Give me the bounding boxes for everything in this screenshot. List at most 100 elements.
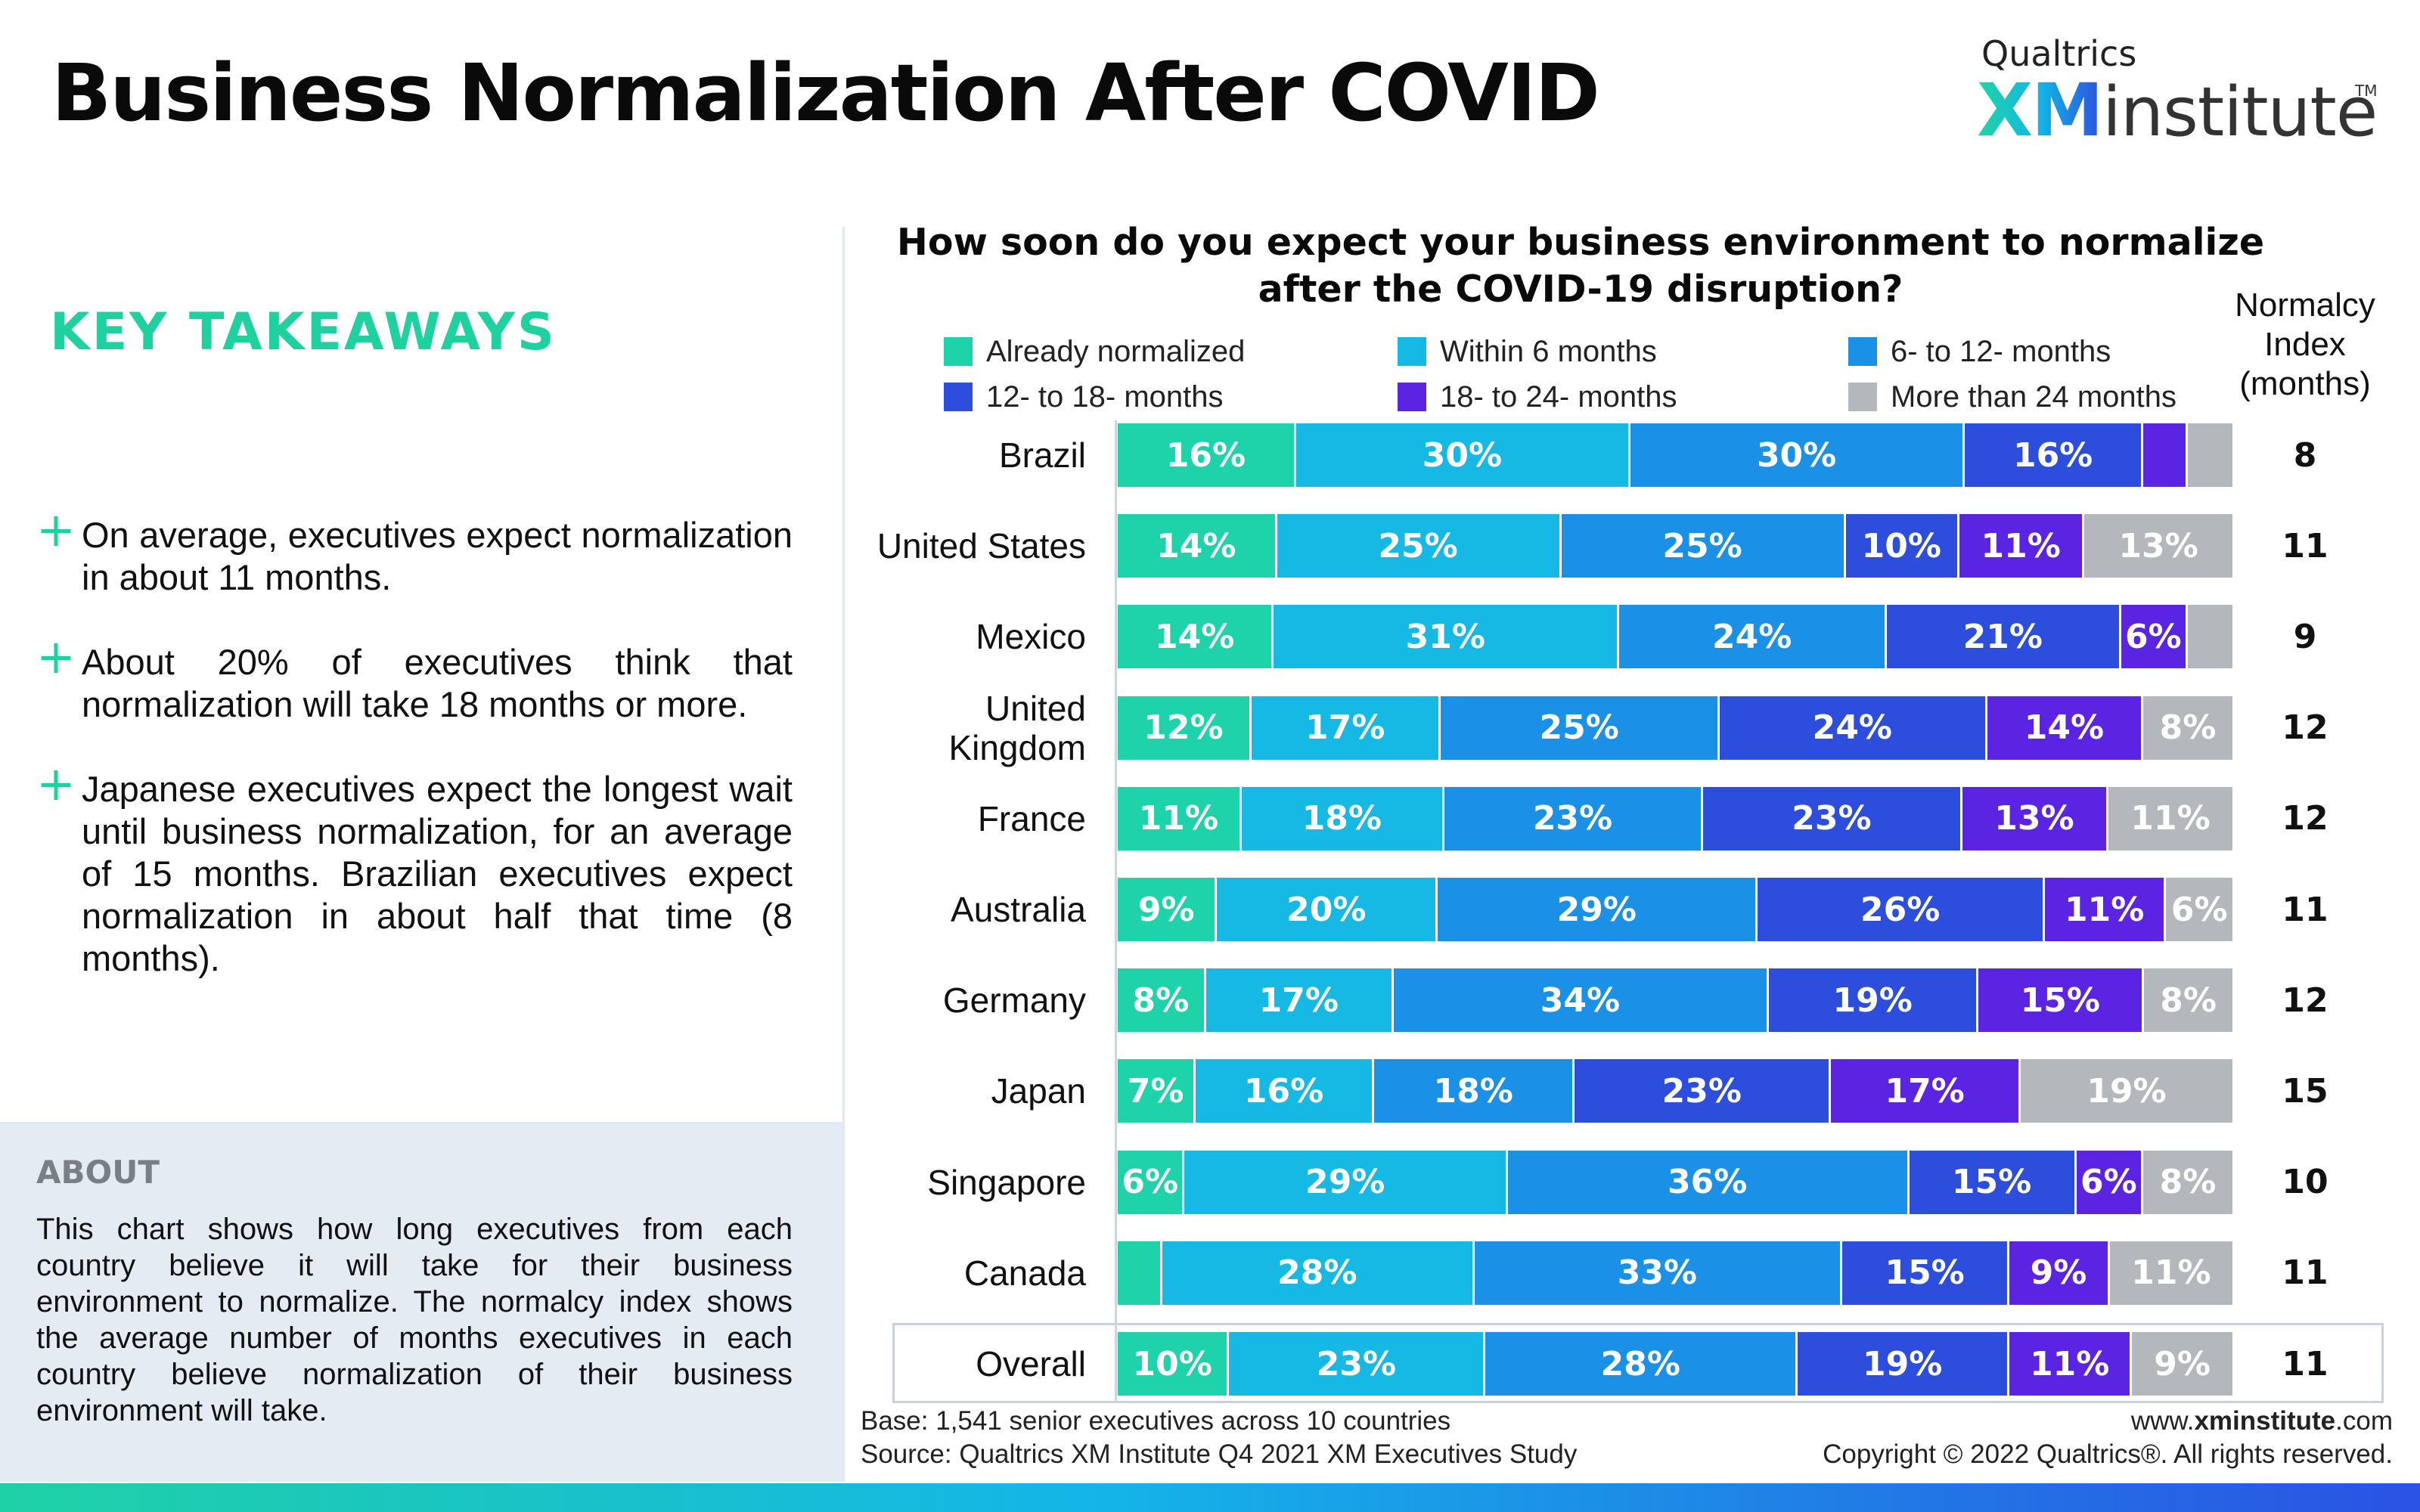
bar-segment-already-normalized: 8% — [1118, 968, 1206, 1033]
stacked-bar: 9% 20% 29% 26% 11% 6% — [1118, 878, 2232, 941]
category-label-line: Overall — [976, 1344, 1086, 1383]
bar-segment-already-normalized — [1118, 1241, 1162, 1305]
data-label: 25% — [1662, 526, 1742, 565]
bar-segment-6-to-12-months: 23% — [1444, 786, 1704, 850]
bar-segment-more-than-24-months: 11% — [2108, 786, 2232, 850]
bar-segment-already-normalized: 9% — [1118, 878, 1218, 941]
data-label: 6% — [2080, 1163, 2137, 1202]
data-label: 8% — [2159, 1163, 2217, 1202]
data-label: 23% — [1661, 1071, 1742, 1111]
normalcy-index-value: 11 — [2282, 526, 2328, 565]
data-label: 21% — [1962, 617, 2043, 656]
data-label: 28% — [1600, 1344, 1680, 1383]
bar-segment-more-than-24-months: 8% — [2144, 968, 2232, 1033]
data-label: 6% — [2124, 617, 2182, 656]
legend-item-18-to-24-months: 18- to 24- months — [1398, 378, 1677, 416]
data-label: 17% — [1885, 1071, 1965, 1111]
data-label: 18% — [1302, 799, 1382, 838]
bar-row-france: France 11% 18% 23% 23% 13% 11% 12 — [0, 773, 2420, 864]
overall-row-box — [892, 1323, 2384, 1403]
bar-segment-12-to-18-months: 23% — [1703, 786, 1962, 850]
takeaway-item: + About 20% of executives think that nor… — [36, 634, 793, 726]
bar-segment-within-6-months: 31% — [1274, 605, 1620, 669]
legend-swatch — [944, 383, 973, 411]
category-label-text: Mexico — [976, 617, 1086, 656]
stacked-bar: 11% 18% 23% 23% 13% 11% — [1118, 786, 2232, 850]
data-label: 7% — [1127, 1071, 1184, 1111]
legend-label: More than 24 months — [1891, 380, 2176, 414]
website-link[interactable]: www.xminstitute.com — [1823, 1405, 2393, 1438]
category-label-line: Canada — [963, 1253, 1086, 1293]
logo-xm-text: XM — [1977, 68, 2104, 153]
stacked-bar: 12% 17% 25% 24% 14% 8% — [1118, 696, 2232, 760]
bottom-gradient-band — [0, 1483, 2420, 1512]
page-title: Business Normalization After COVID — [51, 47, 1600, 139]
legend-label: 12- to 18- months — [986, 380, 1224, 414]
logo-trademark: TM — [2355, 82, 2378, 100]
normalcy-index-value: 11 — [2282, 1253, 2328, 1293]
normalcy-index-header: Normalcy Index (months) — [2235, 287, 2375, 402]
bar-segment-6-to-12-months: 29% — [1438, 878, 1758, 941]
bar-segment-18-to-24-months: 13% — [1962, 786, 2109, 850]
takeaway-item: + On average, executives expect normaliz… — [36, 507, 793, 599]
data-label: 9% — [2154, 1344, 2211, 1383]
legend-label: 18- to 24- months — [1440, 380, 1677, 414]
category-label-line: United — [985, 688, 1086, 728]
bar-segment-6-to-12-months: 25% — [1441, 696, 1720, 760]
stacked-bar: 14% 25% 25% 10% 11% 13% — [1118, 514, 2232, 578]
footnote-source: Source: Qualtrics XM Institute Q4 2021 X… — [861, 1439, 1578, 1469]
data-label: 18% — [1433, 1071, 1513, 1111]
legend-item-12-to-18-months: 12- to 18- months — [944, 378, 1224, 416]
bar-segment-already-normalized: 14% — [1118, 605, 1274, 669]
legend-swatch — [944, 337, 973, 366]
bar-segment-18-to-24-months — [2143, 423, 2188, 487]
xm-institute-logo: Qualtrics XM institute TM — [1977, 29, 2378, 153]
data-label: 13% — [1994, 799, 2074, 838]
bar-row-germany: Germany 8% 17% 34% 19% 15% 8% 12 — [0, 955, 2420, 1046]
column-divider — [842, 227, 845, 1482]
data-label: 13% — [2118, 526, 2198, 565]
data-label: 15% — [1885, 1253, 1965, 1293]
data-label: 16% — [2012, 435, 2093, 475]
bar-segment-within-6-months: 25% — [1277, 514, 1562, 578]
data-label: 19% — [1862, 1344, 1943, 1383]
chart-footnote: Base: 1,541 senior executives across 10 … — [861, 1405, 1577, 1471]
bar-segment-within-6-months: 28% — [1162, 1241, 1475, 1305]
legend-swatch — [1398, 337, 1426, 366]
bar-segment-6-to-12-months: 18% — [1374, 1059, 1575, 1123]
legend-swatch — [1848, 337, 1877, 366]
data-label: 19% — [2086, 1071, 2167, 1111]
legend-label: Already normalized — [986, 334, 1246, 368]
bar-segment-within-6-months: 18% — [1241, 786, 1444, 850]
data-label: 8% — [1132, 981, 1190, 1020]
bar-segment-18-to-24-months: 14% — [1987, 696, 2144, 760]
data-label: 12% — [1143, 708, 1224, 748]
key-takeaways-heading: KEY TAKEAWAYS — [50, 302, 557, 362]
bar-segment-6-to-12-months: 28% — [1485, 1332, 1798, 1396]
bar-row-overall: Overall 10% 23% 28% 19% 11% 9% 11 — [0, 1318, 2420, 1409]
bar-row-japan: Japan 7% 16% 18% 23% 17% 19% 15 — [0, 1046, 2420, 1136]
data-label: 11% — [2131, 1253, 2211, 1293]
bar-segment-12-to-18-months: 24% — [1719, 696, 1987, 760]
category-label: Germany — [943, 955, 1086, 1046]
bar-segment-more-than-24-months: 6% — [2166, 878, 2232, 941]
plus-icon: + — [36, 502, 76, 557]
bar-segment-already-normalized: 16% — [1118, 423, 1296, 487]
bar-segment-6-to-12-months: 25% — [1561, 514, 1846, 578]
data-label: 10% — [1861, 526, 1941, 565]
data-label: 26% — [1860, 890, 1941, 929]
bar-segment-already-normalized: 7% — [1118, 1059, 1196, 1123]
data-label: 16% — [1243, 1071, 1324, 1111]
bar-segment-more-than-24-months: 19% — [2020, 1059, 2232, 1123]
data-label: 23% — [1532, 799, 1613, 838]
legend-label: 6- to 12- months — [1891, 334, 2111, 368]
data-label: 20% — [1286, 890, 1367, 929]
normalcy-index-value: 11 — [2282, 890, 2328, 929]
category-label-text: Japan — [991, 1071, 1086, 1111]
data-label: 17% — [1305, 708, 1385, 748]
data-label: 23% — [1792, 799, 1872, 838]
data-label: 29% — [1556, 890, 1637, 929]
bar-segment-12-to-18-months: 19% — [1798, 1332, 2010, 1396]
category-label: France — [978, 773, 1086, 864]
plus-icon: + — [36, 756, 76, 811]
